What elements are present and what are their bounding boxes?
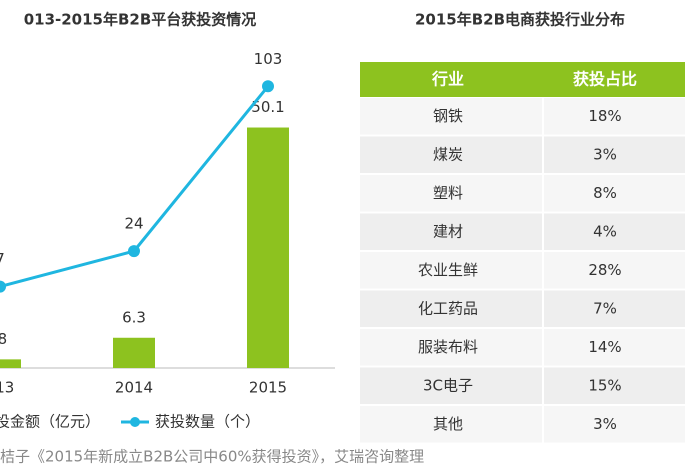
legend-label: 获投金额（亿元）	[0, 413, 100, 431]
table-cell: 7%	[593, 299, 617, 317]
x-tick-label: 013	[0, 379, 14, 397]
table-row-bg	[360, 136, 542, 173]
bar	[247, 127, 289, 369]
point-label: 7	[0, 250, 5, 268]
table-cell: 钢铁	[433, 107, 463, 125]
table-row-bg	[360, 290, 542, 327]
table-title: 2015年B2B电商获投行业分布	[415, 11, 625, 29]
table-cell: 建材	[433, 222, 463, 240]
table-row-bg	[544, 329, 685, 366]
table-cell: 18%	[588, 107, 621, 125]
bar-label: .8	[0, 330, 7, 348]
table-row-bg	[544, 98, 685, 135]
table-row-bg	[360, 213, 542, 250]
table-cell: 8%	[593, 184, 617, 202]
line-point	[262, 80, 274, 93]
table-row-bg	[544, 213, 685, 250]
table-cell: 其他	[433, 415, 463, 433]
table-row-bg	[544, 406, 685, 443]
source: 桔子《2015年新成立B2B公司中60%获得投资》，艾瑞咨询整理	[0, 448, 424, 466]
table-header: 获投占比	[573, 70, 637, 89]
table-row-bg	[360, 175, 542, 212]
point-label: 24	[124, 215, 143, 233]
table-header: 行业	[431, 70, 464, 89]
table-header-bg	[360, 62, 685, 97]
bar	[0, 359, 21, 368]
table-row-bg	[544, 290, 685, 327]
table-cell: 农业生鲜	[418, 261, 478, 279]
table-cell: 28%	[588, 261, 621, 279]
table-cell: 化工药品	[418, 299, 478, 317]
bar-label: 6.3	[122, 308, 146, 326]
table-cell: 4%	[593, 222, 617, 240]
table-cell: 3C电子	[423, 376, 473, 394]
table-row-bg	[360, 252, 542, 289]
table-row-bg	[544, 252, 685, 289]
x-tick-label: 2015	[249, 379, 287, 397]
table-cell: 3%	[593, 415, 617, 433]
table-cell: 煤炭	[433, 145, 463, 163]
table-row-bg	[544, 136, 685, 173]
table-cell: 服装布料	[418, 338, 478, 356]
bar	[113, 337, 155, 368]
table-row-bg	[544, 175, 685, 212]
table-cell: 3%	[593, 145, 617, 163]
line-point	[128, 245, 140, 258]
bar-label: 50.1	[251, 98, 284, 116]
table-row-bg	[360, 98, 542, 135]
line-point	[0, 280, 6, 293]
table-row-bg	[360, 329, 542, 366]
table-cell: 塑料	[433, 184, 463, 202]
x-tick-label: 2014	[115, 379, 153, 397]
table-row-bg	[544, 367, 685, 404]
table-row-bg	[360, 406, 542, 443]
point-label: 103	[254, 50, 283, 68]
legend-swatch	[130, 417, 140, 427]
legend-label: 获投数量（个）	[155, 413, 260, 431]
chart-title: 013-2015年B2B平台获投资情况	[24, 11, 257, 29]
table-row-bg	[360, 367, 542, 404]
table-cell: 15%	[588, 376, 621, 394]
table-cell: 14%	[588, 338, 621, 356]
